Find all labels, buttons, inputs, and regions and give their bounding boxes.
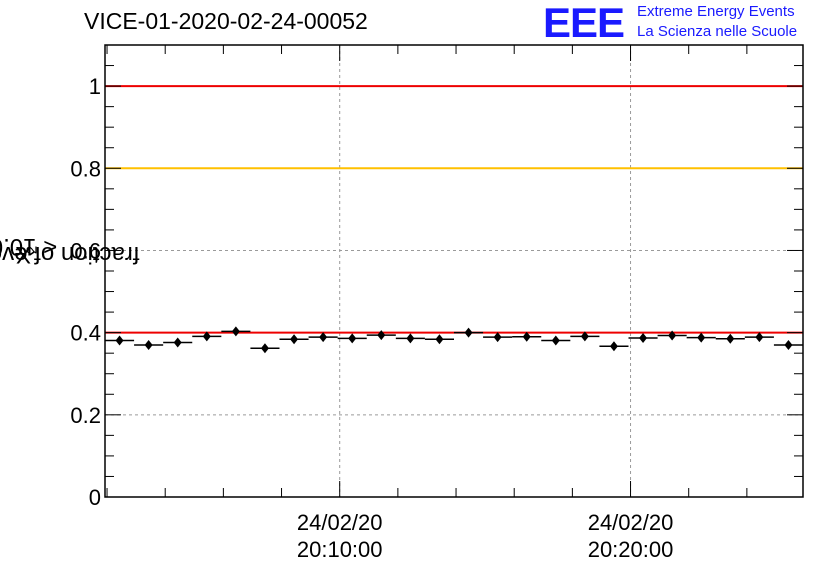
data-point (319, 332, 328, 343)
data-point (173, 337, 182, 348)
x-tick-label: 24/02/20 (588, 510, 674, 535)
x-tick-label: 20:10:00 (297, 537, 383, 562)
data-point (668, 330, 677, 341)
data-point (697, 332, 706, 343)
chart-title: VICE-01-2020-02-24-00052 (84, 8, 368, 34)
data-point (493, 332, 502, 343)
data-point (522, 331, 531, 342)
logo-text-line1: Extreme Energy Events (637, 3, 795, 20)
y-tick-label: 1 (89, 74, 101, 99)
data-point (290, 334, 299, 345)
data-point (464, 327, 473, 338)
y-axis-label-suffix: < 10.0 (0, 232, 58, 260)
data-point (202, 331, 211, 342)
plot-frame (104, 44, 804, 498)
data-point (551, 335, 560, 346)
data-point (377, 330, 386, 341)
y-tick-label: 0 (89, 485, 101, 510)
data-point (726, 333, 735, 344)
data-point (435, 334, 444, 345)
y-tick-label: 0.8 (70, 156, 101, 181)
x-tick-label: 24/02/20 (297, 510, 383, 535)
eee-logo-mark: EEE (543, 0, 625, 46)
y-tick-label: 0.2 (70, 403, 101, 428)
data-point (609, 341, 618, 352)
data-point (406, 333, 415, 344)
data-point (580, 331, 589, 342)
data-point (260, 343, 269, 354)
y-tick-label: 0.4 (70, 321, 101, 346)
data-point (784, 339, 793, 350)
data-point (231, 326, 240, 337)
y-tick-label: 0.6 (70, 238, 101, 263)
data-point (348, 333, 357, 344)
data-point (115, 335, 124, 346)
data-point (144, 339, 153, 350)
data-point (639, 332, 648, 343)
data-point (755, 332, 764, 343)
x-tick-label: 20:20:00 (588, 537, 674, 562)
logo-text-line2: La Scienza nelle Scuole (637, 23, 798, 40)
